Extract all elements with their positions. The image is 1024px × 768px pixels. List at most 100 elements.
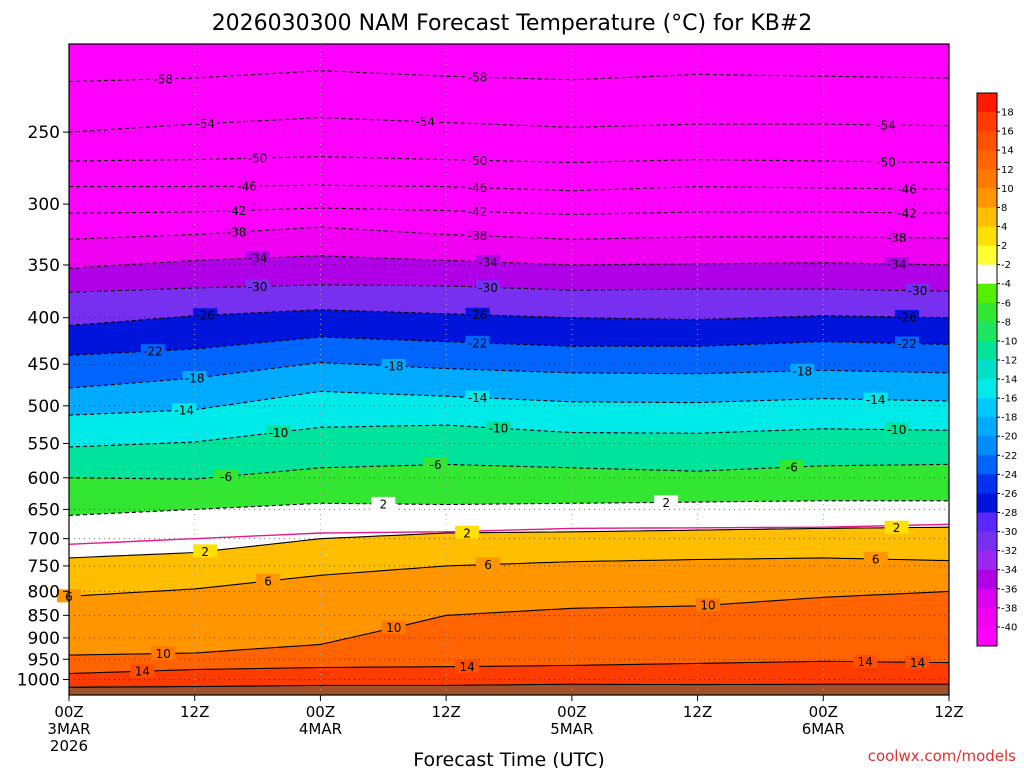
colorbar-swatch bbox=[977, 493, 997, 514]
contour-label: -14 bbox=[866, 393, 886, 407]
contour-label: -50 bbox=[876, 155, 896, 169]
colorbar-label: -26 bbox=[1001, 489, 1017, 500]
x-tick-label: 12Z bbox=[934, 703, 963, 721]
contour-label: 14 bbox=[135, 665, 150, 679]
contour-label: -38 bbox=[887, 231, 907, 245]
contour-label: -38 bbox=[468, 229, 488, 243]
contour-label-bg bbox=[193, 308, 218, 322]
contour-label: -50 bbox=[468, 154, 488, 168]
contour-label: -58 bbox=[153, 72, 173, 86]
colorbar-swatch bbox=[977, 264, 997, 285]
y-tick-label: 600 bbox=[28, 469, 60, 489]
colorbar-swatch bbox=[977, 226, 997, 247]
contour-label-bg bbox=[465, 153, 490, 167]
x-axis-title: Forecast Time (UTC) bbox=[413, 749, 604, 768]
colorbar-swatch bbox=[977, 112, 997, 132]
x-tick-label: 12Z bbox=[431, 703, 460, 721]
contour-label-bg bbox=[905, 283, 930, 297]
colorbar-label: -30 bbox=[1001, 527, 1017, 538]
x-tick-label: 00Z bbox=[557, 703, 586, 721]
contour-label-bg bbox=[172, 403, 197, 417]
contour-label: -10 bbox=[887, 423, 907, 437]
contour-label-bg bbox=[465, 307, 490, 321]
contour-label-bg bbox=[476, 254, 501, 268]
contour-label-bg bbox=[130, 664, 155, 678]
colorbar-swatch bbox=[977, 379, 997, 399]
colorbar-swatch bbox=[977, 93, 997, 113]
x-tick-label: 3MAR bbox=[47, 720, 90, 738]
colorbar-swatch bbox=[977, 150, 997, 170]
x-tick-label: 00Z bbox=[54, 703, 83, 721]
y-tick-label: 450 bbox=[28, 355, 60, 375]
contour-label-bg bbox=[413, 114, 438, 128]
x-tick-label: 00Z bbox=[306, 703, 335, 721]
colorbar-label: -36 bbox=[1001, 584, 1017, 595]
contour-label: 10 bbox=[700, 599, 715, 613]
colorbar-label: -32 bbox=[1001, 546, 1017, 557]
temperature-band bbox=[69, 591, 949, 674]
contour-label: -46 bbox=[897, 182, 917, 196]
colorbar-label: -20 bbox=[1001, 432, 1017, 443]
colorbar-frame bbox=[976, 92, 998, 647]
y-tick-label: 300 bbox=[28, 195, 60, 215]
colorbar-swatch bbox=[977, 398, 997, 418]
contour-label-bg bbox=[151, 71, 176, 85]
contour-label-bg bbox=[895, 336, 920, 350]
freezing-line bbox=[68, 523, 950, 545]
y-tick-label: 900 bbox=[28, 629, 60, 649]
contour-label: -54 bbox=[195, 117, 215, 131]
contour-label-bg bbox=[465, 390, 490, 404]
colorbar-label: -10 bbox=[1001, 336, 1017, 347]
contour-label-bg bbox=[654, 495, 679, 509]
contour-label-bg bbox=[476, 557, 501, 571]
contour-label: -22 bbox=[897, 337, 917, 351]
colorbar-label: 14 bbox=[1001, 146, 1014, 157]
colorbar-label: -34 bbox=[1001, 565, 1017, 576]
colorbar-swatch bbox=[977, 207, 997, 227]
colorbar-label: -18 bbox=[1001, 413, 1017, 424]
y-tick-label: 550 bbox=[28, 434, 60, 454]
contour-label: -22 bbox=[143, 345, 163, 359]
temperature-band bbox=[69, 284, 949, 326]
colorbar-swatch bbox=[977, 474, 997, 494]
contour-label-bg bbox=[224, 203, 249, 217]
contour-label: -34 bbox=[887, 258, 907, 272]
isotherm-minus18 bbox=[68, 361, 950, 389]
contour-label: -34 bbox=[478, 255, 498, 269]
contour-label: -10 bbox=[269, 426, 289, 440]
contour-label: -38 bbox=[227, 226, 247, 240]
contour-label-bg bbox=[476, 280, 501, 294]
colorbar-swatch bbox=[977, 531, 997, 552]
y-tick-label: 800 bbox=[28, 582, 60, 602]
contour-label-bg bbox=[465, 70, 490, 84]
y-tick-label: 250 bbox=[28, 123, 60, 143]
contour-label-bg bbox=[884, 257, 909, 271]
contour-label-bg bbox=[884, 230, 909, 244]
isotherm-plus14 bbox=[68, 660, 950, 675]
contour-label: -46 bbox=[468, 181, 488, 195]
contour-label: -54 bbox=[876, 118, 896, 132]
colorbar-swatch bbox=[977, 283, 997, 304]
y-tick-label: 400 bbox=[28, 309, 60, 329]
contour-label: -26 bbox=[897, 311, 917, 325]
contour-label-bg bbox=[140, 344, 165, 358]
contour-label-bg bbox=[884, 520, 909, 534]
y-tick-label: 650 bbox=[28, 500, 60, 520]
colorbar-swatch bbox=[977, 588, 997, 609]
colorbar-label: 8 bbox=[1001, 203, 1007, 214]
temperature-band bbox=[69, 661, 949, 688]
temperature-band bbox=[69, 337, 949, 388]
contour-label: -30 bbox=[478, 281, 498, 295]
colorbar-swatch bbox=[977, 131, 997, 151]
contour-label: -54 bbox=[415, 115, 435, 129]
contour-label: -42 bbox=[468, 205, 488, 219]
contour-label: 2 bbox=[662, 496, 670, 510]
contour-label-bg bbox=[486, 421, 511, 435]
colorbar-swatch bbox=[977, 436, 997, 456]
contour-label-bg bbox=[884, 422, 909, 436]
contour-label: 14 bbox=[459, 660, 474, 674]
ground-strip bbox=[69, 685, 949, 695]
temperature-band bbox=[69, 557, 949, 656]
temperature-band bbox=[69, 208, 949, 240]
colorbar-label: -14 bbox=[1001, 375, 1017, 386]
